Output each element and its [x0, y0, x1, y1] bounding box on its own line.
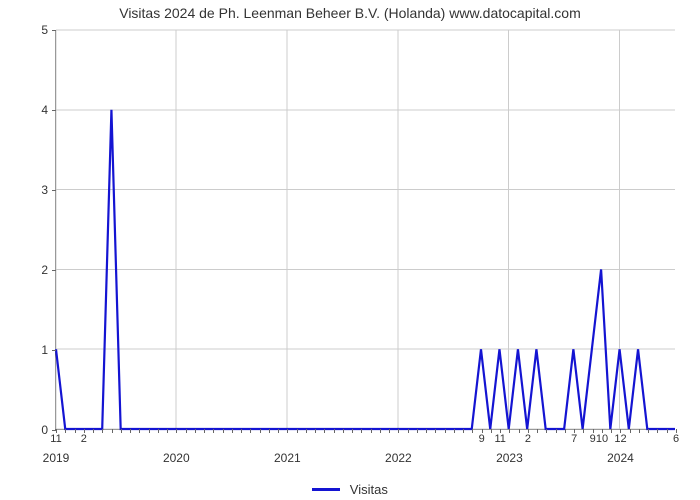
y-tick-label: 3 [41, 183, 48, 197]
x-tick-mark [306, 429, 307, 433]
x-tick-mark [260, 429, 261, 433]
x-tick-mark [287, 429, 288, 433]
x-point-label: 11 [494, 433, 505, 445]
x-tick-mark [278, 429, 279, 433]
x-tick-mark [491, 429, 492, 433]
x-tick-mark [204, 429, 205, 433]
x-tick-mark [241, 429, 242, 433]
x-tick-mark [398, 429, 399, 433]
x-tick-mark [380, 429, 381, 433]
legend-label: Visitas [350, 482, 388, 497]
x-tick-mark [176, 429, 177, 433]
x-tick-mark [639, 429, 640, 433]
x-tick-mark [371, 429, 372, 433]
x-tick-mark [389, 429, 390, 433]
y-tick-label: 5 [41, 23, 48, 37]
x-tick-mark [186, 429, 187, 433]
x-point-label: 2 [81, 433, 87, 445]
x-tick-mark [509, 429, 510, 433]
y-tick-label: 0 [41, 423, 48, 437]
x-tick-mark [343, 429, 344, 433]
x-tick-mark [223, 429, 224, 433]
x-tick-mark [102, 429, 103, 433]
legend-swatch [312, 488, 340, 491]
x-tick-mark [167, 429, 168, 433]
x-tick-mark [556, 429, 557, 433]
x-group-label: 2023 [496, 451, 523, 465]
x-tick-mark [112, 429, 113, 433]
x-tick-mark [297, 429, 298, 433]
x-point-label: 6 [673, 433, 679, 445]
x-tick-mark [232, 429, 233, 433]
x-point-label: 10 [596, 433, 608, 445]
x-tick-mark [445, 429, 446, 433]
x-tick-mark [454, 429, 455, 433]
x-tick-mark [65, 429, 66, 433]
x-tick-mark [139, 429, 140, 433]
chart-title: Visitas 2024 de Ph. Leenman Beheer B.V. … [0, 5, 700, 21]
plot-svg [56, 30, 675, 429]
x-group-label: 2019 [43, 451, 70, 465]
x-tick-mark [648, 429, 649, 433]
x-tick-mark [158, 429, 159, 433]
x-tick-mark [565, 429, 566, 433]
x-tick-mark [250, 429, 251, 433]
x-tick-mark [361, 429, 362, 433]
y-tick-label: 1 [41, 343, 48, 357]
x-group-label: 2021 [274, 451, 301, 465]
x-tick-mark [657, 429, 658, 433]
x-point-label: 2 [525, 433, 531, 445]
y-tick-label: 2 [41, 263, 48, 277]
x-tick-mark [315, 429, 316, 433]
x-tick-mark [426, 429, 427, 433]
x-tick-mark [130, 429, 131, 433]
plot-area: 0123452019202020212022202320241129112791… [55, 30, 675, 430]
x-point-label: 9 [590, 433, 596, 445]
x-tick-mark [121, 429, 122, 433]
x-tick-mark [472, 429, 473, 433]
x-tick-mark [611, 429, 612, 433]
x-tick-mark [519, 429, 520, 433]
x-tick-mark [408, 429, 409, 433]
x-tick-mark [546, 429, 547, 433]
legend: Visitas [0, 481, 700, 497]
x-tick-mark [537, 429, 538, 433]
x-tick-mark [435, 429, 436, 433]
x-tick-mark [463, 429, 464, 433]
x-group-label: 2020 [163, 451, 190, 465]
x-point-label: 7 [571, 433, 577, 445]
x-tick-mark [269, 429, 270, 433]
x-tick-mark [334, 429, 335, 433]
x-group-label: 2024 [607, 451, 634, 465]
x-tick-mark [324, 429, 325, 433]
x-point-label: 9 [479, 433, 485, 445]
x-tick-mark [213, 429, 214, 433]
x-tick-mark [93, 429, 94, 433]
x-tick-mark [417, 429, 418, 433]
x-tick-mark [667, 429, 668, 433]
x-point-label: 12 [614, 433, 626, 445]
x-tick-mark [630, 429, 631, 433]
chart-container: Visitas 2024 de Ph. Leenman Beheer B.V. … [0, 0, 700, 500]
x-point-label: 11 [50, 433, 61, 445]
y-tick-label: 4 [41, 103, 48, 117]
x-tick-mark [75, 429, 76, 433]
x-tick-mark [195, 429, 196, 433]
x-tick-mark [352, 429, 353, 433]
x-tick-mark [149, 429, 150, 433]
x-group-label: 2022 [385, 451, 412, 465]
x-tick-mark [583, 429, 584, 433]
